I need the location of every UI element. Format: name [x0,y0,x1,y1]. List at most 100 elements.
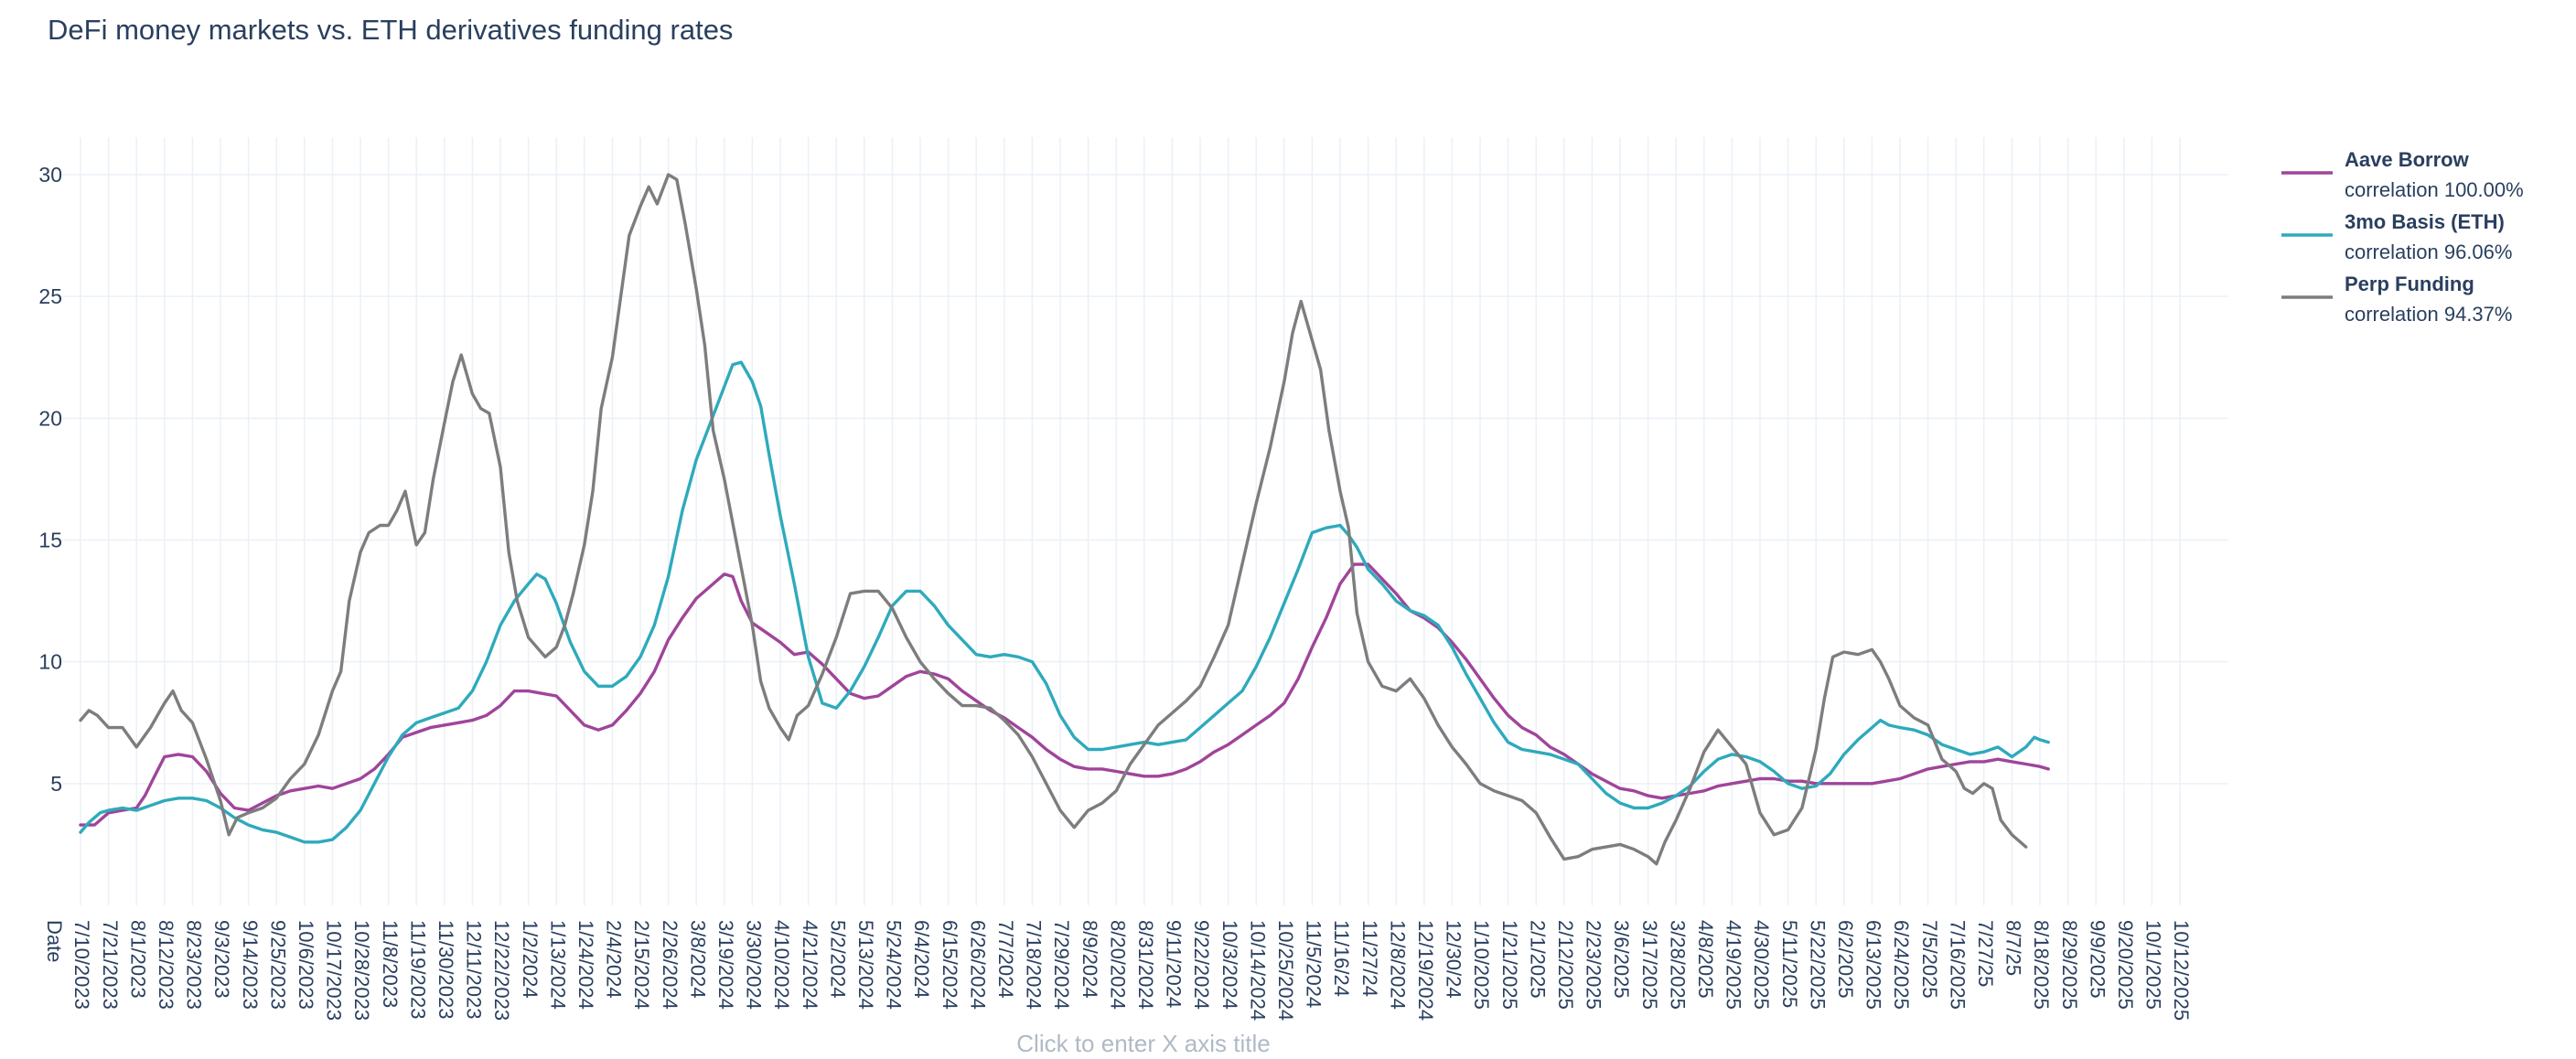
y-tick-label: 30 [38,163,62,187]
x-tick-label: 10/3/2024 [1218,920,1241,1010]
x-tick-label: 8/9/2024 [1079,920,1101,999]
x-tick-label: 7/18/2024 [1023,920,1046,1010]
x-tick-label: 7/29/2024 [1050,920,1073,1010]
x-tick-label: 9/20/2025 [2114,920,2137,1010]
legend-item-aave-borrow[interactable]: Aave Borrow correlation 100.00% [2281,148,2524,201]
x-tick-label: 3/8/2024 [686,920,709,999]
x-tick-label: 6/26/2024 [966,920,989,1010]
x-tick-label: 8/1/2023 [126,920,149,999]
y-tick-label: 15 [38,529,62,552]
x-tick-label: 9/9/2025 [2086,920,2109,999]
y-tick-label: 20 [38,406,62,430]
x-tick-label: 4/10/2024 [770,920,793,1010]
x-tick-label: 12/19/2024 [1414,920,1437,1021]
x-tick-label: 5/2/2024 [826,920,849,999]
x-tick-label: 2/26/2024 [659,920,682,1010]
x-tick-label: 7/5/2025 [1918,920,1941,999]
legend-series-name: Aave Borrow [2345,148,2470,171]
x-tick-label: 3/17/2025 [1638,920,1661,1010]
x-tick-label: 10/6/2023 [295,920,317,1010]
x-tick-label: 9/22/2024 [1190,920,1213,1010]
x-tick-label: 8/31/2024 [1134,920,1157,1010]
x-tick-label: 5/13/2024 [854,920,877,1010]
x-tick-label: 6/24/2025 [1890,920,1913,1010]
x-axis-title[interactable]: Click to enter X axis title [1016,1030,1270,1057]
y-axis: 5 10 15 20 25 30 [38,163,62,796]
x-tick-label: 8/7/25 [2002,920,2025,976]
x-tick-label: 9/14/2023 [239,920,262,1010]
chart-title: DeFi money markets vs. ETH derivatives f… [48,14,733,46]
legend-series-name: Perp Funding [2345,273,2474,295]
series-line-perp-funding[interactable] [79,173,2028,866]
x-tick-label: 11/16/24 [1330,920,1353,997]
x-tick-label: 10/14/2024 [1246,920,1269,1021]
x-tick-label: 6/13/2025 [1862,920,1885,1010]
x-tick-label: 5/24/2024 [883,920,906,1010]
x-tick-label: 6/15/2024 [939,920,961,1010]
x-tick-label: 3/19/2024 [714,920,737,1010]
x-tick-label: Date [43,920,66,962]
series-line-3mo-basis-eth[interactable] [79,360,2050,844]
legend-series-name: 3mo Basis (ETH) [2345,210,2505,233]
x-tick-label: 12/11/2023 [463,920,486,1019]
x-tick-label: 11/30/2023 [435,920,457,1019]
y-tick-label: 25 [38,284,62,308]
x-tick-label: 1/24/2024 [574,920,597,1010]
x-tick-label: 4/19/2025 [1723,920,1745,1010]
x-tick-label: 12/30/24 [1443,920,1465,999]
legend-correlation: correlation 96.06% [2345,241,2512,263]
x-tick-label: 3/30/2024 [743,920,766,1010]
x-tick-label: 6/2/2025 [1834,920,1857,999]
x-tick-label: 7/27/25 [1974,920,1997,987]
x-tick-label: 10/28/2023 [350,920,373,1021]
y-tick-label: 5 [50,772,62,796]
x-tick-label: 1/2/2024 [519,920,542,999]
x-tick-label: 12/22/2023 [490,920,513,1021]
x-tick-label: 7/10/2023 [70,920,93,1010]
x-tick-label: 2/15/2024 [630,920,653,1010]
y-tick-label: 10 [38,650,62,674]
x-tick-label: 2/23/2025 [1583,920,1605,1010]
x-tick-label: 1/21/2025 [1498,920,1521,1010]
x-tick-label: 2/1/2025 [1526,920,1549,999]
legend-item-3mo-basis-eth[interactable]: 3mo Basis (ETH) correlation 96.06% [2281,210,2512,263]
x-tick-label: 4/8/2025 [1694,920,1717,999]
x-tick-label: 8/18/2025 [2030,920,2053,1010]
x-tick-label: 9/3/2023 [210,920,233,999]
x-tick-label: 8/20/2024 [1106,920,1129,1010]
x-tick-label: 1/10/2025 [1470,920,1493,1010]
x-tick-label: 7/21/2023 [99,920,122,1010]
x-tick-label: 10/12/2025 [2170,920,2193,1021]
x-tick-label: 9/11/2024 [1163,920,1186,1008]
x-tick-label: 7/16/2025 [1946,920,1969,1010]
x-tick-label: 12/8/2024 [1386,920,1409,1010]
legend-item-perp-funding[interactable]: Perp Funding correlation 94.37% [2281,273,2512,326]
x-tick-label: 8/12/2023 [155,920,177,1010]
x-tick-label: 11/27/24 [1358,920,1381,997]
x-tick-label: 4/21/2024 [799,920,821,1010]
x-tick-label: 2/4/2024 [603,920,626,999]
x-tick-label: 3/6/2025 [1610,920,1633,999]
x-tick-label: 10/17/2023 [323,920,346,1021]
x-tick-label: 11/19/2023 [406,920,429,1019]
legend-correlation: correlation 94.37% [2345,303,2512,326]
x-tick-label: 1/13/2024 [546,920,569,1010]
x-tick-label: 7/7/2024 [994,920,1017,999]
x-tick-label: 5/22/2025 [1806,920,1829,1010]
x-tick-label: 8/23/2023 [183,920,206,1010]
plot-area [79,173,2050,866]
legend-correlation: correlation 100.00% [2345,178,2524,201]
x-tick-label: 6/4/2024 [910,920,933,999]
x-tick-label: 11/5/2024 [1303,920,1326,1008]
x-tick-label: 9/25/2023 [266,920,289,1010]
x-tick-label: 3/28/2025 [1666,920,1689,1010]
x-tick-label: 8/29/2025 [2058,920,2081,1010]
x-tick-label: 2/12/2025 [1554,920,1577,1010]
x-tick-label: 10/1/2025 [2142,920,2165,1010]
legend: Aave Borrow correlation 100.00% 3mo Basis … [2281,148,2524,326]
x-axis: Date 7/10/2023 7/21/2023 8/1/2023 8/12/2023 8… [43,920,2193,1021]
x-tick-label: 5/11/2025 [1778,920,1801,1008]
x-tick-label: 11/8/2023 [379,920,402,1008]
x-tick-label: 10/25/2024 [1274,920,1297,1021]
